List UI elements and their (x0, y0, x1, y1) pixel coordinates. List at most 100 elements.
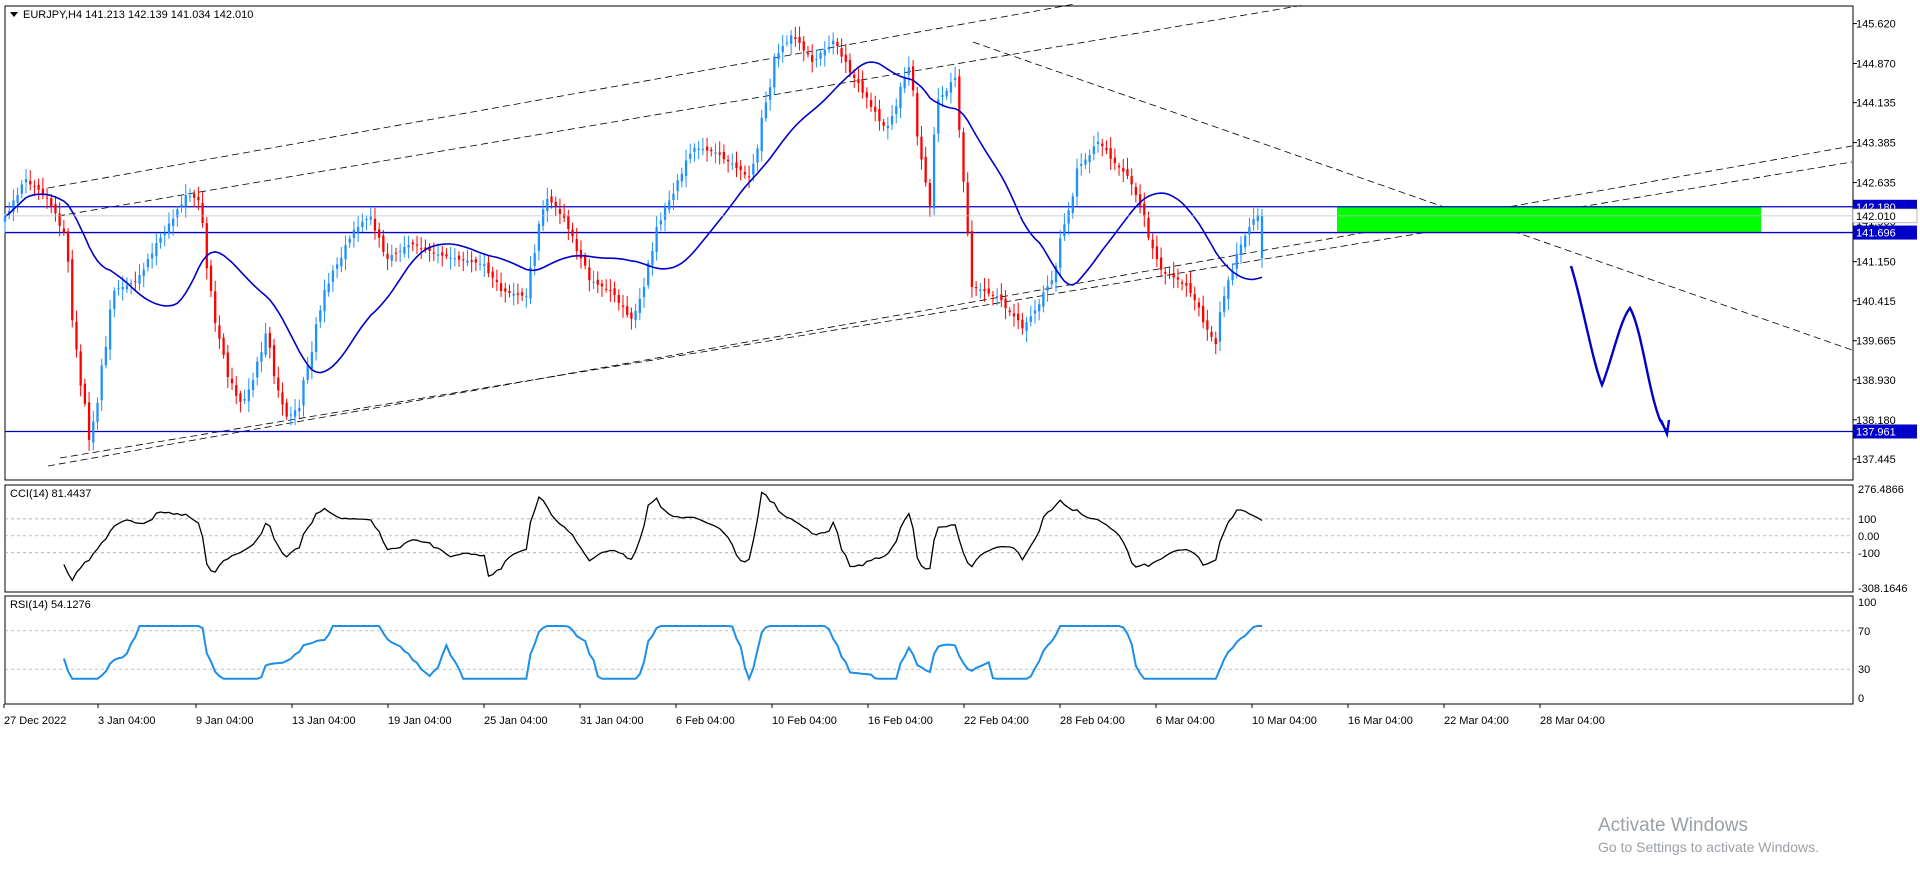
time-tick-label-16: 28 Mar 04:00 (1540, 715, 1605, 727)
candle-body (373, 218, 377, 231)
candle-body (75, 321, 78, 350)
trend-channel-line-2 (47, 145, 1853, 467)
candle-body (108, 309, 112, 350)
candle-body (815, 58, 818, 60)
candle-body (920, 136, 923, 160)
candle-body (201, 202, 204, 224)
candle-body (739, 165, 742, 171)
candle-body (361, 221, 364, 228)
candle-body (1164, 272, 1167, 274)
candle-body (222, 337, 225, 355)
candle-body (272, 345, 276, 377)
candle-body (449, 257, 452, 259)
candle-body (882, 121, 885, 126)
candle-body (676, 180, 679, 192)
candle-body (1189, 283, 1192, 293)
candle-body (932, 134, 936, 209)
candle-body (1223, 296, 1226, 312)
candle-body (150, 253, 154, 259)
candle-body (899, 86, 902, 109)
candle-body (285, 402, 288, 417)
candle-body (1218, 312, 1222, 342)
candle-body (1096, 141, 1100, 145)
candle-body (62, 228, 66, 233)
candle-body (962, 132, 965, 182)
candle-body (1012, 313, 1016, 317)
candle-body (378, 229, 381, 238)
dropdown-triangle-icon (10, 12, 18, 17)
candle-body (251, 380, 255, 391)
rsi-tick-3: 0 (1858, 693, 1864, 705)
candle-body (1109, 148, 1112, 159)
candle-body (344, 245, 347, 260)
candle-body (1113, 157, 1117, 164)
candle-body (571, 229, 574, 237)
rsi-label: RSI(14) 54.1276 (10, 599, 91, 611)
level-label-2: 137.961 (1856, 426, 1896, 438)
candle-body (1046, 286, 1049, 291)
candle-body (949, 82, 953, 93)
candle-body (155, 243, 158, 257)
candle-body (651, 250, 654, 266)
candle-body (1172, 273, 1175, 278)
time-tick-label-10: 22 Feb 04:00 (964, 715, 1029, 727)
candle-body (457, 255, 461, 260)
candle-body (193, 194, 196, 198)
candle-body (832, 40, 835, 45)
candle-body (823, 49, 826, 56)
candle-body (1201, 305, 1205, 323)
candle-body (663, 207, 667, 221)
candle-body (983, 288, 986, 291)
candle-body (58, 213, 61, 226)
candle-body (781, 45, 784, 53)
candle-body (12, 200, 15, 212)
candle-body (230, 378, 234, 384)
candle-body (1063, 224, 1066, 236)
candle-body (382, 235, 385, 252)
candle-body (184, 195, 187, 207)
candle-body (1260, 215, 1264, 259)
candle-body (235, 385, 238, 396)
candle-body (617, 294, 620, 303)
candle-body (180, 204, 183, 208)
time-tick-label-4: 19 Jan 04:00 (388, 715, 452, 727)
candle-body (638, 298, 641, 314)
candle-body (1210, 331, 1213, 337)
candle-body (567, 215, 570, 230)
candle-body (937, 99, 940, 134)
candle-body (163, 232, 166, 236)
candle-body (995, 296, 999, 298)
candle-body (298, 408, 301, 412)
candle-body (991, 294, 995, 296)
candle-body (348, 238, 351, 243)
candle-body (512, 293, 515, 296)
candle-body (45, 197, 49, 199)
candle-body (146, 258, 150, 268)
candle-body (836, 41, 839, 46)
candle-body (504, 288, 507, 292)
support-resistance-zone (1337, 206, 1761, 233)
candle-body (550, 196, 553, 203)
candle-body (420, 248, 423, 250)
candle-body (319, 310, 322, 322)
candle-body (441, 252, 444, 256)
candle-body (1143, 203, 1146, 217)
rsi-tick-0: 100 (1858, 597, 1876, 609)
candle-body (41, 188, 44, 196)
candle-body (327, 283, 330, 293)
candle-body (239, 393, 242, 402)
candle-body (1155, 246, 1159, 259)
candle-body (945, 90, 948, 97)
candle-body (323, 289, 326, 312)
price-tick-label-3: 143.385 (1856, 138, 1896, 150)
trend-channel-line-0 (57, 4, 1305, 217)
candle-body (533, 252, 536, 266)
candle-body (214, 291, 217, 323)
candle-body (592, 281, 595, 283)
candle-body (760, 117, 763, 152)
candle-body (1054, 266, 1058, 283)
candle-body (1021, 319, 1024, 329)
time-tick-label-0: 27 Dec 2022 (4, 715, 66, 727)
